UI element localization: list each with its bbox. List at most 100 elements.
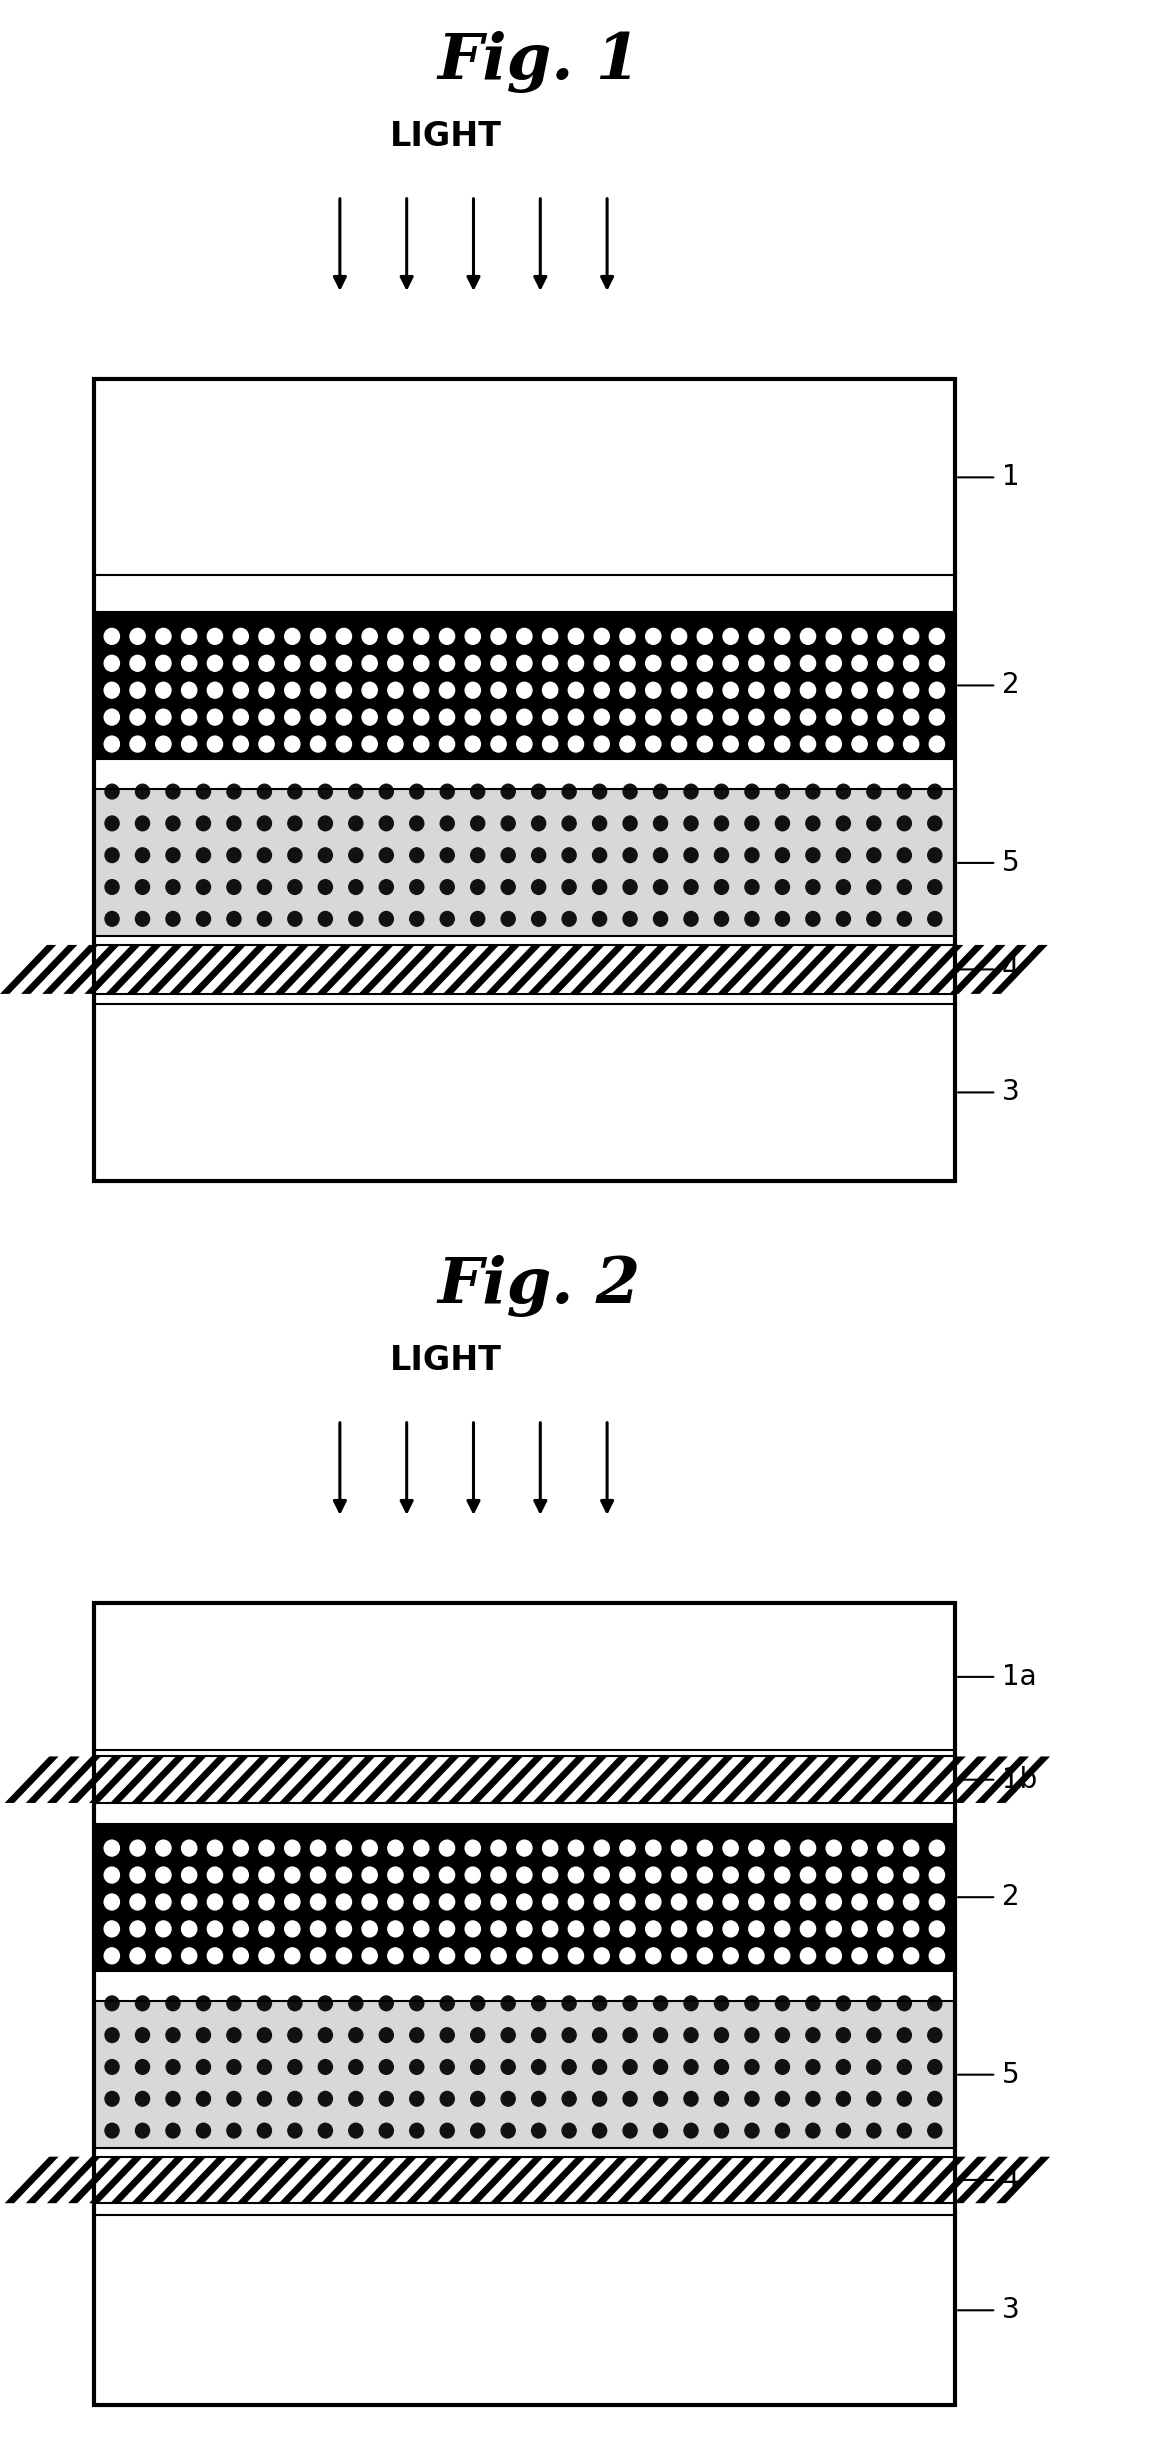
Circle shape bbox=[258, 783, 272, 798]
Circle shape bbox=[697, 1949, 713, 1963]
Polygon shape bbox=[490, 1758, 544, 1802]
Circle shape bbox=[775, 1841, 790, 1856]
Circle shape bbox=[197, 879, 211, 894]
Circle shape bbox=[207, 737, 223, 752]
Circle shape bbox=[776, 2091, 790, 2105]
Circle shape bbox=[624, 911, 638, 925]
Circle shape bbox=[440, 1895, 455, 1909]
Circle shape bbox=[259, 629, 274, 644]
Circle shape bbox=[593, 2091, 607, 2105]
Circle shape bbox=[672, 710, 687, 725]
Circle shape bbox=[776, 2122, 790, 2137]
Polygon shape bbox=[612, 945, 668, 994]
Circle shape bbox=[672, 656, 687, 671]
Circle shape bbox=[414, 1868, 429, 1883]
Circle shape bbox=[491, 1841, 506, 1856]
Circle shape bbox=[898, 1995, 912, 2010]
Circle shape bbox=[620, 1922, 635, 1936]
Circle shape bbox=[362, 737, 377, 752]
Polygon shape bbox=[570, 945, 626, 994]
Circle shape bbox=[166, 2091, 180, 2105]
Polygon shape bbox=[891, 2157, 945, 2203]
Circle shape bbox=[502, 783, 516, 798]
Circle shape bbox=[624, 2027, 638, 2042]
Circle shape bbox=[904, 1895, 919, 1909]
Bar bbox=[94, 788, 955, 938]
Circle shape bbox=[775, 710, 790, 725]
Circle shape bbox=[197, 783, 211, 798]
Circle shape bbox=[285, 629, 300, 644]
Circle shape bbox=[776, 879, 790, 894]
Polygon shape bbox=[195, 2157, 248, 2203]
Circle shape bbox=[826, 1841, 841, 1856]
Circle shape bbox=[697, 710, 713, 725]
Circle shape bbox=[414, 737, 429, 752]
Polygon shape bbox=[131, 2157, 185, 2203]
Circle shape bbox=[837, 2027, 851, 2042]
Circle shape bbox=[563, 847, 577, 862]
Polygon shape bbox=[844, 945, 900, 994]
Circle shape bbox=[491, 1895, 506, 1909]
Circle shape bbox=[491, 710, 506, 725]
Circle shape bbox=[563, 2027, 577, 2042]
Circle shape bbox=[532, 2122, 546, 2137]
Circle shape bbox=[105, 783, 120, 798]
Circle shape bbox=[502, 2122, 516, 2137]
Circle shape bbox=[594, 1922, 609, 1936]
Circle shape bbox=[258, 2027, 272, 2042]
Circle shape bbox=[928, 2122, 942, 2137]
Text: 2: 2 bbox=[1002, 1883, 1020, 1912]
Circle shape bbox=[654, 2091, 668, 2105]
Circle shape bbox=[684, 2027, 699, 2042]
Circle shape bbox=[336, 1868, 352, 1883]
Circle shape bbox=[568, 737, 584, 752]
Circle shape bbox=[800, 656, 816, 671]
Circle shape bbox=[646, 1868, 661, 1883]
Circle shape bbox=[837, 911, 851, 925]
Circle shape bbox=[288, 2122, 302, 2137]
Circle shape bbox=[491, 737, 506, 752]
Circle shape bbox=[156, 1949, 171, 1963]
Circle shape bbox=[715, 783, 729, 798]
Bar bbox=[94, 1603, 955, 1750]
Circle shape bbox=[517, 656, 532, 671]
Circle shape bbox=[285, 1922, 300, 1936]
Circle shape bbox=[414, 1841, 429, 1856]
Circle shape bbox=[852, 1895, 867, 1909]
Circle shape bbox=[904, 683, 919, 698]
Circle shape bbox=[227, 2059, 241, 2073]
Circle shape bbox=[311, 629, 326, 644]
Circle shape bbox=[749, 1949, 764, 1963]
Polygon shape bbox=[169, 945, 225, 994]
Circle shape bbox=[491, 1868, 506, 1883]
Polygon shape bbox=[321, 2157, 375, 2203]
Polygon shape bbox=[279, 2157, 333, 2203]
Circle shape bbox=[227, 2091, 241, 2105]
Circle shape bbox=[684, 911, 699, 925]
Circle shape bbox=[878, 1841, 893, 1856]
Circle shape bbox=[233, 1841, 248, 1856]
Polygon shape bbox=[448, 1758, 502, 1802]
Circle shape bbox=[517, 1868, 532, 1883]
Polygon shape bbox=[279, 1758, 333, 1802]
Text: LIGHT: LIGHT bbox=[389, 1344, 502, 1376]
Circle shape bbox=[104, 1895, 120, 1909]
Polygon shape bbox=[532, 1758, 586, 1802]
Circle shape bbox=[288, 2091, 302, 2105]
Circle shape bbox=[319, 2059, 333, 2073]
Polygon shape bbox=[338, 945, 394, 994]
Bar bbox=[94, 2215, 955, 2404]
Circle shape bbox=[837, 783, 851, 798]
Polygon shape bbox=[506, 945, 563, 994]
Circle shape bbox=[104, 683, 120, 698]
Circle shape bbox=[800, 1895, 816, 1909]
Circle shape bbox=[182, 1895, 197, 1909]
Circle shape bbox=[715, 2122, 729, 2137]
Text: 1a: 1a bbox=[1002, 1662, 1037, 1692]
Circle shape bbox=[697, 1868, 713, 1883]
Circle shape bbox=[594, 683, 609, 698]
Circle shape bbox=[105, 1995, 120, 2010]
Circle shape bbox=[136, 815, 150, 830]
Circle shape bbox=[715, 847, 729, 862]
Circle shape bbox=[288, 911, 302, 925]
